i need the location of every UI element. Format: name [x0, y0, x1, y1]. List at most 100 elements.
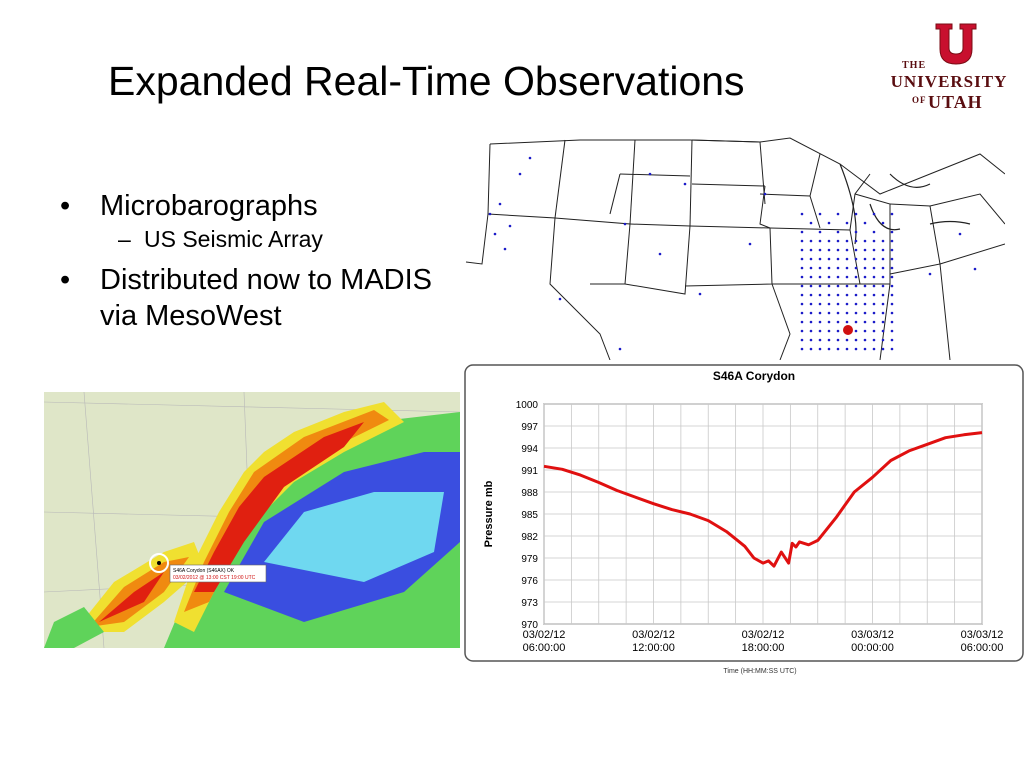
station-dot — [800, 320, 804, 324]
station-dot — [890, 275, 894, 279]
radar-callout-line2: 03/02/2012 @ 13:00 CST 19:00 UTC — [173, 575, 256, 581]
station-dot — [809, 248, 813, 252]
station-dot — [872, 338, 876, 342]
x-tick-date: 03/02/12 — [742, 629, 785, 641]
station-dot — [845, 302, 849, 306]
x-tick-time: 06:00:00 — [523, 642, 566, 654]
station-dot — [863, 320, 867, 324]
logo-university: UNIVERSITY — [890, 72, 1008, 91]
station-dot — [854, 302, 858, 306]
station-dot — [872, 212, 876, 216]
y-tick-label: 997 — [521, 422, 538, 433]
station-dot — [836, 257, 840, 261]
corydon-station-marker — [843, 325, 853, 335]
station-dot — [809, 329, 813, 333]
station-dot — [890, 320, 894, 324]
station-dot — [872, 275, 876, 279]
slide-title: Expanded Real-Time Observations — [108, 58, 745, 104]
station-dot — [809, 266, 813, 270]
station-dot — [854, 284, 858, 288]
station-dot — [827, 284, 831, 288]
station-dot — [827, 275, 831, 279]
station-dot — [863, 311, 867, 315]
station-dot — [854, 230, 858, 234]
station-dot — [863, 302, 867, 306]
station-dot — [809, 221, 813, 225]
station-dot — [890, 311, 894, 315]
station-dot — [800, 329, 804, 333]
station-dot — [881, 293, 885, 297]
station-dot — [800, 275, 804, 279]
x-tick-time: 00:00:00 — [851, 642, 894, 654]
station-dot — [800, 293, 804, 297]
station-dot — [854, 347, 858, 351]
station-dot — [836, 248, 840, 252]
station-dot — [890, 329, 894, 333]
station-dot — [800, 239, 804, 243]
station-dot — [827, 293, 831, 297]
station-dot — [800, 230, 804, 234]
station-dot — [872, 347, 876, 351]
station-dot — [800, 338, 804, 342]
y-tick-label: 976 — [521, 576, 538, 587]
station-dot — [881, 311, 885, 315]
station-dot — [518, 172, 522, 176]
x-tick-time: 12:00:00 — [632, 642, 675, 654]
station-dot — [836, 275, 840, 279]
station-dot — [498, 202, 502, 206]
station-dot — [818, 338, 822, 342]
station-dot — [890, 248, 894, 252]
y-axis-ticks: 970 973 976 979 982 985 988 991 994 997 1000 — [516, 400, 539, 631]
station-dot — [863, 257, 867, 261]
station-dot — [836, 338, 840, 342]
station-dot — [890, 338, 894, 342]
station-dot — [881, 284, 885, 288]
station-dot — [818, 266, 822, 270]
x-tick-time: 06:00:00 — [961, 642, 1004, 654]
station-dot — [818, 257, 822, 261]
station-dot — [928, 272, 932, 276]
station-dot — [618, 347, 622, 351]
station-dot — [863, 266, 867, 270]
chart-grid — [543, 403, 983, 625]
station-dot — [845, 284, 849, 288]
station-dot — [809, 302, 813, 306]
station-dot — [854, 257, 858, 261]
station-dot — [818, 239, 822, 243]
station-dot — [854, 248, 858, 252]
y-tick-label: 994 — [521, 444, 538, 455]
bullet-list: Microbarographs US Seismic Array Distrib… — [60, 188, 460, 334]
station-dot — [863, 221, 867, 225]
chart-title: S46A Corydon — [713, 369, 795, 383]
station-dot — [863, 347, 867, 351]
station-dot — [800, 284, 804, 288]
station-dot — [854, 293, 858, 297]
station-dot — [809, 275, 813, 279]
station-dot — [800, 347, 804, 351]
station-dot — [818, 329, 822, 333]
university-of-utah-logo: THE UNIVERSITY OF UTAH — [884, 22, 1014, 114]
station-dot — [818, 293, 822, 297]
logo-of: OF — [912, 95, 927, 105]
station-dot — [800, 248, 804, 252]
station-dot — [809, 320, 813, 324]
station-dot — [809, 284, 813, 288]
x-axis-ticks: 03/02/1206:00:0003/02/1212:00:0003/02/12… — [523, 629, 1004, 654]
station-dot — [836, 302, 840, 306]
station-dot — [881, 275, 885, 279]
station-dot — [881, 266, 885, 270]
station-dot — [698, 292, 702, 296]
station-dot — [854, 266, 858, 270]
station-dot — [800, 266, 804, 270]
station-dot — [890, 284, 894, 288]
station-dots — [488, 156, 977, 351]
station-dot — [890, 302, 894, 306]
station-dot — [854, 311, 858, 315]
station-dot — [863, 239, 867, 243]
x-axis-label: Time (HH:MM:SS UTC) — [723, 668, 797, 675]
station-dot — [836, 230, 840, 234]
station-dot — [809, 338, 813, 342]
station-dot — [836, 311, 840, 315]
station-dot — [827, 338, 831, 342]
radar-map: S46A Corydon (S46AX) OK 03/02/2012 @ 13:… — [44, 392, 460, 648]
